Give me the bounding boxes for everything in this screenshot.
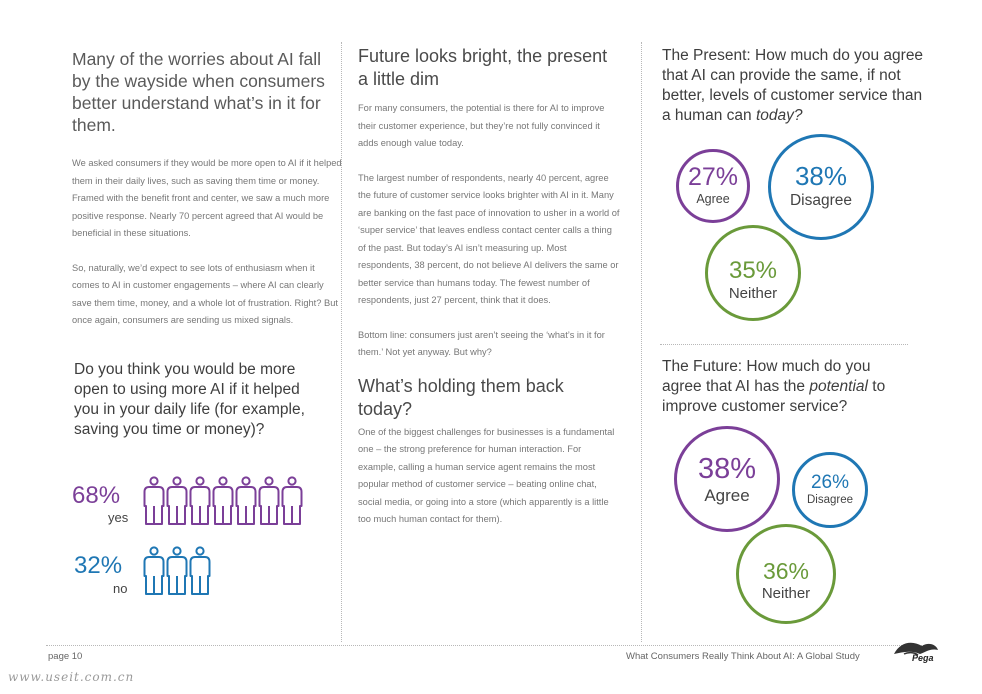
person-icon <box>166 476 188 525</box>
no-people-icons <box>143 546 212 598</box>
future-agree-percent: 38% <box>697 453 757 485</box>
heading-future-bright: Future looks bright, the present a littl… <box>358 46 608 89</box>
paragraph: So, naturally, we’d expect to see lots o… <box>72 262 338 326</box>
yes-people-icons <box>143 476 304 528</box>
present-neither-percent: 35% <box>728 257 778 284</box>
no-percent: 32% <box>74 552 123 579</box>
section-divider <box>660 344 908 345</box>
person-icon <box>143 546 165 595</box>
lead-text: Many of the worries about AI fall by the… <box>72 49 325 135</box>
present-agree-circle: 27% Agree <box>676 149 750 223</box>
paragraph: One of the biggest challenges for busine… <box>358 426 615 525</box>
future-disagree-label: Disagree <box>806 494 854 506</box>
present-disagree-label: Disagree <box>789 192 853 209</box>
present-neither-label: Neither <box>728 285 778 302</box>
footer-title: What Consumers Really Think About AI: A … <box>626 651 860 662</box>
column-divider <box>341 42 342 642</box>
present-question: The Present: How much do you agree that … <box>662 46 932 126</box>
watermark: www.useit.com.cn <box>8 670 135 684</box>
future-disagree-percent: 26% <box>810 472 850 493</box>
future-neither-percent: 36% <box>762 558 810 584</box>
future-question-text: The Future: How much do you agree that A… <box>662 358 871 395</box>
person-icon <box>189 476 211 525</box>
person-icon <box>143 476 165 525</box>
future-question: The Future: How much do you agree that A… <box>662 357 912 417</box>
middle-column: Future looks bright, the present a littl… <box>358 45 620 529</box>
person-icon <box>212 476 234 525</box>
left-column: Many of the worries about AI fall by the… <box>72 48 342 330</box>
page-number: page 10 <box>48 651 83 662</box>
paragraph: The largest number of respondents, nearl… <box>358 172 620 306</box>
future-disagree-circle: 26% Disagree <box>792 452 868 528</box>
paragraph: We asked consumers if they would be more… <box>72 158 342 238</box>
person-icon <box>166 546 188 595</box>
yes-percent: 68% <box>72 482 121 509</box>
future-question-emphasis: potential <box>809 378 868 395</box>
pega-bird-icon <box>894 642 938 656</box>
person-icon <box>258 476 280 525</box>
heading-holding-back: What’s holding them back today? <box>358 375 564 419</box>
future-agree-label: Agree <box>704 486 750 505</box>
column-divider <box>641 42 642 642</box>
paragraph: Bottom line: consumers just aren’t seein… <box>358 329 605 358</box>
person-icon <box>235 476 257 525</box>
present-agree-percent: 27% <box>687 163 739 191</box>
person-icon <box>281 476 303 525</box>
present-neither-circle: 35% Neither <box>705 225 801 321</box>
future-agree-circle: 38% Agree <box>674 426 780 532</box>
pega-logo: Pega <box>890 640 940 666</box>
present-disagree-percent: 38% <box>794 161 848 191</box>
future-neither-label: Neither <box>761 585 811 602</box>
present-disagree-circle: 38% Disagree <box>768 134 874 240</box>
future-question-text-end: to improve customer service? <box>662 378 886 415</box>
present-question-text: The Present: How much do you agree that … <box>662 47 924 124</box>
paragraph: For many consumers, the potential is the… <box>358 103 605 148</box>
present-agree-label: Agree <box>696 192 730 206</box>
no-label: no <box>113 581 128 596</box>
yes-label: yes <box>108 510 129 525</box>
present-question-emphasis: today? <box>755 107 803 124</box>
person-icon <box>189 546 211 595</box>
question-text: Do you think you would be more open to u… <box>74 361 305 438</box>
footer-rule <box>46 645 928 646</box>
pega-logo-text: Pega <box>912 653 934 663</box>
survey-question: Do you think you would be more open to u… <box>74 360 314 440</box>
future-neither-circle: 36% Neither <box>736 524 836 624</box>
